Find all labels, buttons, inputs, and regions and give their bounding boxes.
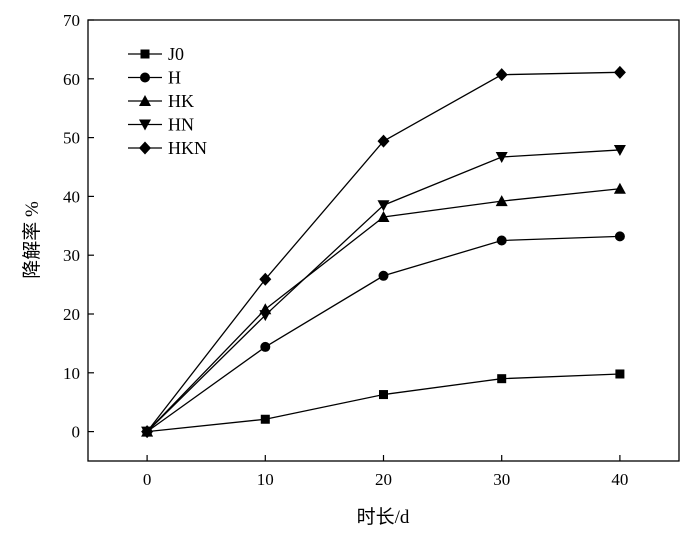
data-point-hn <box>259 310 272 322</box>
legend-item-j0: J0 <box>128 44 184 64</box>
data-point-hkn <box>495 68 508 82</box>
y-axis-ticks: 0 10 20 30 40 50 60 70 <box>63 11 94 442</box>
y-tick-label: 0 <box>72 423 81 442</box>
legend-marker-j0 <box>140 49 150 59</box>
data-point-hk <box>613 182 626 194</box>
legend-item-hn: HN <box>128 115 194 135</box>
data-point-j0 <box>260 414 270 424</box>
series-line-h <box>146 235 620 433</box>
legend-label-j0: J0 <box>168 44 184 64</box>
x-tick-label: 40 <box>611 470 628 489</box>
legend-label-hkn: HKN <box>168 138 207 158</box>
legend-label-hk: HK <box>168 91 194 111</box>
x-tick-label: 0 <box>143 470 152 489</box>
legend-marker-hkn <box>139 141 151 155</box>
data-point-h <box>378 270 389 281</box>
legend-marker-hk <box>139 95 151 106</box>
legend-label-hn: HN <box>168 115 194 135</box>
series-line-hn <box>146 149 620 433</box>
y-tick-label: 20 <box>63 305 80 324</box>
series-h <box>142 231 625 437</box>
y-tick-label: 60 <box>63 70 80 89</box>
data-point-hk <box>495 195 508 207</box>
y-tick-label: 30 <box>63 246 80 265</box>
data-point-h <box>496 235 507 246</box>
y-axis-title: 降解率 % <box>21 201 43 279</box>
data-point-hkn <box>377 134 390 148</box>
series-line-j0 <box>147 373 620 433</box>
legend-marker-h <box>140 72 150 83</box>
data-point-j0 <box>615 369 625 379</box>
data-point-hn <box>613 144 626 156</box>
series-j0 <box>142 369 625 437</box>
data-point-hkn <box>613 65 626 79</box>
x-tick-label: 10 <box>257 470 274 489</box>
y-tick-label: 10 <box>63 364 80 383</box>
x-tick-label: 20 <box>375 470 392 489</box>
data-point-j0 <box>379 390 388 400</box>
data-point-hn <box>377 200 390 212</box>
data-point-hk <box>377 210 390 222</box>
legend: J0 H HK HN HKN <box>128 44 207 158</box>
x-tick-label: 30 <box>493 470 510 489</box>
data-point-h <box>614 231 625 242</box>
series-hkn <box>141 65 626 439</box>
legend-item-hk: HK <box>128 91 194 111</box>
series-line-hkn <box>146 71 620 432</box>
legend-marker-hn <box>139 119 151 131</box>
y-tick-label: 40 <box>63 187 80 206</box>
x-axis-title: 时长/d <box>357 506 410 528</box>
legend-item-hkn: HKN <box>128 138 207 158</box>
y-tick-label: 70 <box>63 11 80 30</box>
series-layer <box>141 65 626 439</box>
legend-label-h: H <box>168 68 181 88</box>
data-point-hkn <box>141 425 154 439</box>
data-point-h <box>260 341 271 352</box>
data-point-hn <box>495 152 508 164</box>
y-tick-label: 50 <box>63 129 80 148</box>
data-point-j0 <box>497 374 507 384</box>
x-axis-ticks: 0 10 20 30 40 <box>143 455 628 489</box>
data-point-hkn <box>259 272 272 286</box>
legend-item-h: H <box>128 68 181 88</box>
